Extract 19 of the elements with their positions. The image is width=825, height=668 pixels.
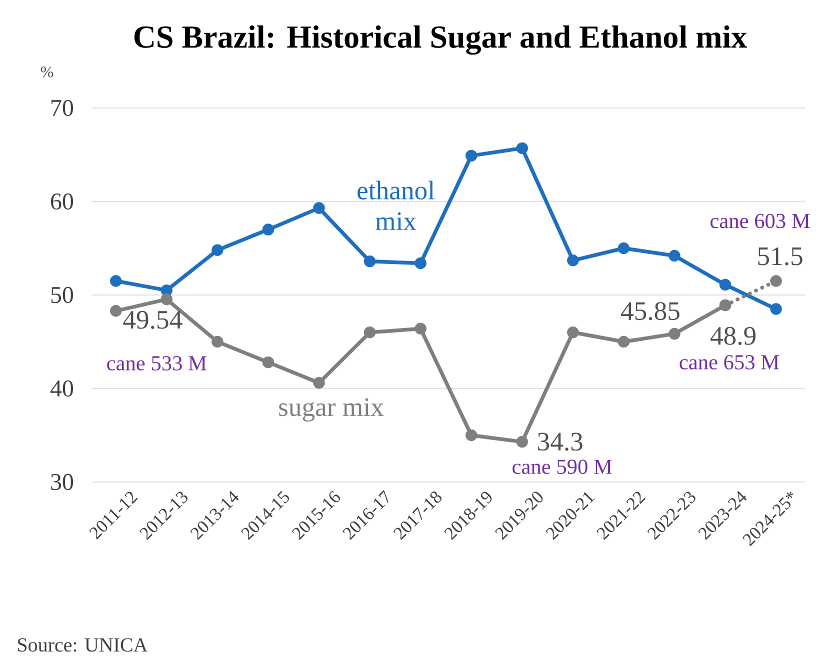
series-label: sugar mix	[279, 398, 384, 422]
y-tick-label: 40	[50, 380, 74, 397]
y-tick-label: 70	[52, 100, 74, 116]
annotation: cane 590 M	[512, 460, 612, 474]
y-tick-label: 50	[51, 286, 74, 304]
annotation: cane 533 M	[107, 356, 206, 370]
chart-title: CS Brazil: Historical Sugar and Ethanol mix	[134, 25, 747, 55]
source-note: Source: UNICA	[18, 638, 148, 652]
data-label: 45.85	[621, 302, 680, 320]
y-axis-title: %	[40, 66, 54, 78]
data-label: 51.5	[758, 247, 802, 266]
y-tick-label: 60	[50, 193, 74, 210]
data-label: 34.3	[538, 432, 582, 451]
annotation: cane 603 M	[710, 214, 810, 228]
data-label: 48.9	[710, 326, 756, 345]
data-label: 49.54	[123, 310, 182, 329]
series-label: ethanol mix	[358, 180, 435, 230]
annotation: cane 653 M	[680, 355, 779, 370]
y-tick-label: 30	[51, 474, 74, 490]
